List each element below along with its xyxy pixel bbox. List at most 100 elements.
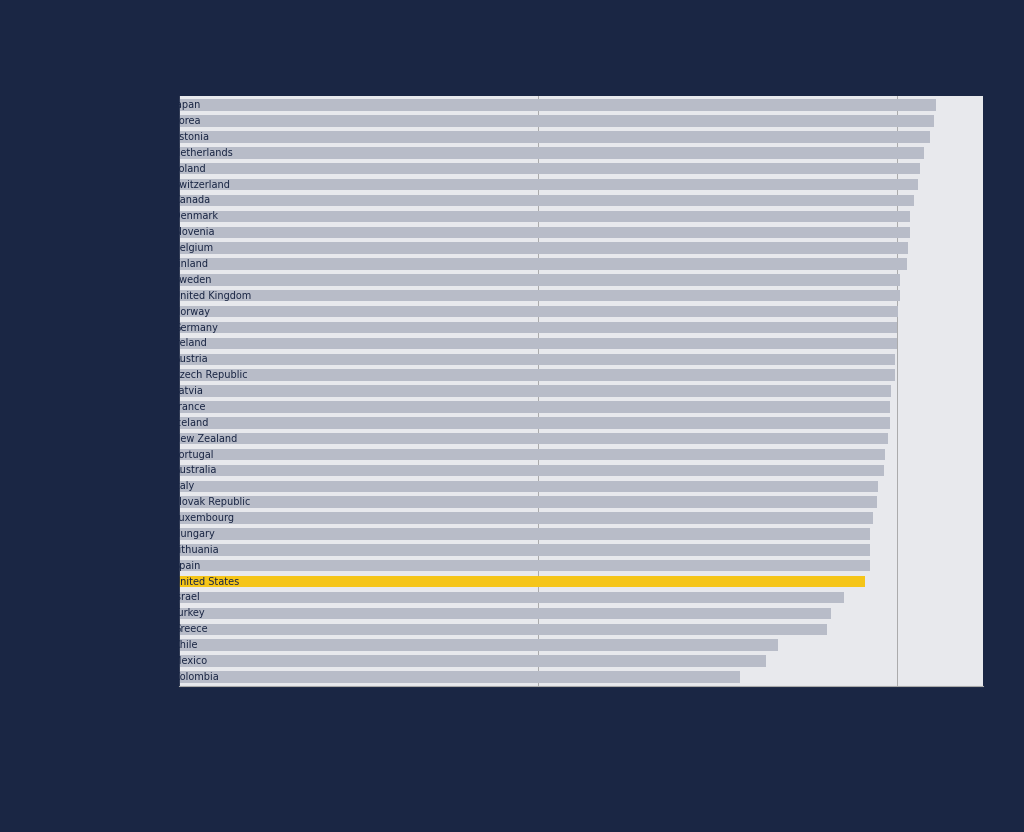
Text: 494: 494 <box>150 433 168 443</box>
Bar <box>179 448 886 460</box>
Text: 507: 507 <box>150 259 168 269</box>
Text: 478: 478 <box>150 577 168 587</box>
Text: 496: 496 <box>150 386 168 396</box>
Text: Norway: Norway <box>173 307 211 317</box>
Text: Belgium: Belgium <box>173 243 214 253</box>
Text: 492: 492 <box>150 449 168 459</box>
Bar <box>179 210 910 222</box>
Text: 417: 417 <box>150 640 168 650</box>
Bar <box>179 401 890 413</box>
Text: 483: 483 <box>150 513 168 523</box>
Bar <box>179 131 930 142</box>
Text: 508: 508 <box>150 243 168 253</box>
Bar <box>179 465 884 476</box>
Text: 519: 519 <box>150 148 168 158</box>
Text: Israel: Israel <box>173 592 201 602</box>
Text: 500: 500 <box>150 339 168 349</box>
Text: Mathematics Average Scores for 15-Years-Old Students (2018): Mathematics Average Scores for 15-Years-… <box>46 67 547 82</box>
Text: United Kingdom: United Kingdom <box>173 290 252 300</box>
Bar <box>179 369 895 381</box>
Text: Australia: Australia <box>173 465 217 475</box>
Text: Latvia: Latvia <box>173 386 204 396</box>
Text: Germany: Germany <box>173 323 218 333</box>
Text: 502: 502 <box>150 275 168 285</box>
Bar <box>179 100 936 111</box>
Bar <box>179 322 897 334</box>
Bar <box>179 607 830 619</box>
Text: The statistical data for Israel are supplied by and under the responsibility of : The statistical data for Israel are supp… <box>85 703 876 736</box>
Bar <box>179 226 910 238</box>
Bar <box>179 179 919 191</box>
Bar <box>179 640 778 651</box>
Text: Lithuania: Lithuania <box>173 545 219 555</box>
Text: PISA: PISA <box>46 37 140 72</box>
Text: 486: 486 <box>150 498 168 508</box>
Bar <box>179 560 869 572</box>
Text: 481: 481 <box>150 529 168 539</box>
Text: Colombia: Colombia <box>173 672 219 682</box>
Bar <box>179 116 934 126</box>
Text: Score: Score <box>957 691 990 703</box>
Text: Netherlands: Netherlands <box>173 148 233 158</box>
Text: Luxembourg: Luxembourg <box>173 513 234 523</box>
Text: 500: 500 <box>150 323 168 333</box>
Text: Hungary: Hungary <box>173 529 215 539</box>
Text: 502: 502 <box>150 290 168 300</box>
Text: Estonia: Estonia <box>173 132 210 142</box>
Text: 491: 491 <box>150 465 168 475</box>
Text: New Zealand: New Zealand <box>173 433 238 443</box>
Bar <box>179 592 844 603</box>
Text: 499: 499 <box>150 370 168 380</box>
Text: Austria: Austria <box>173 354 208 364</box>
Text: 526: 526 <box>150 116 168 126</box>
Bar <box>179 656 766 666</box>
Text: Slovenia: Slovenia <box>173 227 215 237</box>
Bar <box>179 147 925 159</box>
Text: 454: 454 <box>150 608 168 618</box>
Text: 481: 481 <box>150 561 168 571</box>
Text: Spain: Spain <box>173 561 201 571</box>
Text: United States: United States <box>173 577 240 587</box>
Text: Czech Republic: Czech Republic <box>173 370 248 380</box>
Text: SOURCE:: SOURCE: <box>46 765 101 775</box>
Bar <box>179 671 740 682</box>
Text: 495: 495 <box>150 418 168 428</box>
Text: 515: 515 <box>150 180 168 190</box>
Text: Denmark: Denmark <box>173 211 218 221</box>
Text: Iceland: Iceland <box>173 418 209 428</box>
Text: Switzerland: Switzerland <box>173 180 230 190</box>
Text: 499: 499 <box>150 354 168 364</box>
Text: 501: 501 <box>150 307 168 317</box>
Text: 495: 495 <box>150 402 168 412</box>
Text: 409: 409 <box>150 656 168 666</box>
Bar <box>179 528 869 540</box>
Bar <box>179 275 900 285</box>
Text: Sweden: Sweden <box>173 275 212 285</box>
Bar <box>179 338 897 349</box>
Bar <box>179 354 895 365</box>
Bar <box>179 195 914 206</box>
Bar <box>179 258 907 270</box>
Text: Italy: Italy <box>173 482 195 492</box>
Bar <box>179 433 888 444</box>
Bar <box>179 306 898 317</box>
Text: 481: 481 <box>150 545 168 555</box>
Text: 463: 463 <box>150 592 168 602</box>
Text: 509: 509 <box>150 211 168 221</box>
Bar <box>179 623 826 635</box>
Bar <box>179 513 872 524</box>
Text: 516: 516 <box>150 164 168 174</box>
Text: 527: 527 <box>148 100 168 110</box>
Bar <box>179 163 920 175</box>
Bar <box>179 385 891 397</box>
Text: NOTE:: NOTE: <box>46 703 86 713</box>
Text: CodeWizardsHQ.com: CodeWizardsHQ.com <box>46 800 163 810</box>
Text: 523: 523 <box>150 132 168 142</box>
Text: Korea: Korea <box>173 116 201 126</box>
Bar <box>179 481 879 492</box>
Text: Portugal: Portugal <box>173 449 214 459</box>
Text: Slovak Republic: Slovak Republic <box>173 498 251 508</box>
Bar <box>179 290 900 301</box>
Bar <box>179 417 890 428</box>
Text: Canada: Canada <box>173 196 211 206</box>
